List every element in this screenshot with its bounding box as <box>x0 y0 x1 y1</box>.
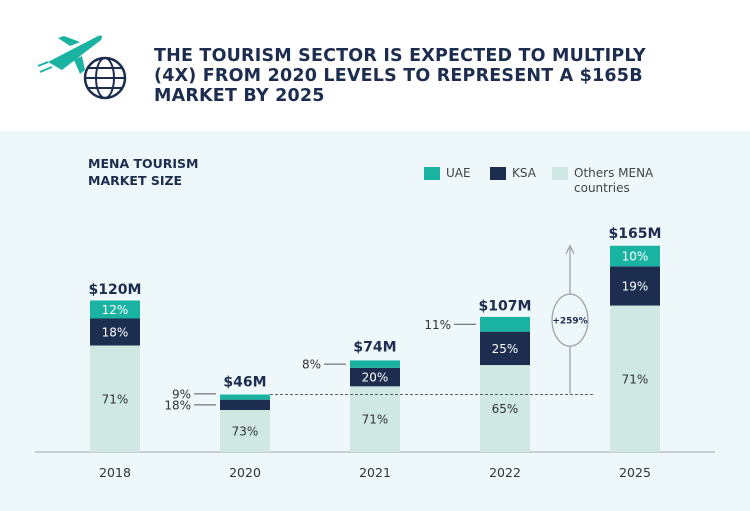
legend-swatch <box>490 167 506 180</box>
x-tick-label: 2022 <box>489 465 521 480</box>
annotation: +259% <box>552 317 587 327</box>
legend-label: KSA <box>512 166 536 180</box>
bar-segment <box>350 367 400 387</box>
data-label: 8% <box>302 358 321 372</box>
bar-segment <box>220 399 270 411</box>
bar-segment <box>220 394 270 400</box>
total-label: $46M <box>223 375 266 391</box>
bar-segment <box>480 365 530 452</box>
x-tick-label: 2018 <box>99 465 131 480</box>
x-tick-label: 2021 <box>359 465 391 480</box>
title: THE TOURISM SECTOR IS EXPECTED TO MULTIP… <box>154 46 646 106</box>
subtitle: MENA TOURISM MARKET SIZE <box>88 156 199 188</box>
bar-segment <box>610 266 660 306</box>
data-label: 18% <box>164 398 191 412</box>
bar-segment <box>610 305 660 452</box>
legend-label: UAE <box>446 166 471 180</box>
bar-segment <box>220 410 270 452</box>
bar-segment <box>90 318 140 346</box>
bar-segment <box>350 360 400 368</box>
data-label: 19% <box>622 279 649 293</box>
data-label: 9% <box>172 387 191 401</box>
data-label: 20% <box>362 371 389 385</box>
x-tick-label: 2025 <box>619 465 651 480</box>
total-label: $107M <box>479 298 532 314</box>
data-label: 71% <box>362 413 389 427</box>
total-label: $74M <box>353 340 396 356</box>
data-label: 11% <box>424 318 451 332</box>
data-label: 73% <box>232 425 259 439</box>
legend-swatch <box>552 167 568 180</box>
legend-label: Others MENA countries <box>574 166 654 195</box>
data-label: 65% <box>492 402 519 416</box>
bar-segment <box>350 386 400 452</box>
annotation-bubble <box>551 293 589 347</box>
bar-segment <box>90 300 140 319</box>
legend-swatch <box>424 167 440 180</box>
total-label: $120M <box>89 282 142 298</box>
data-label: 25% <box>492 342 519 356</box>
x-tick-label: 2020 <box>229 465 261 480</box>
bar-segment <box>480 331 530 366</box>
bar-segment <box>90 345 140 452</box>
data-label: 10% <box>622 250 649 264</box>
bar-segment <box>480 316 530 332</box>
data-label: 18% <box>102 326 129 340</box>
total-label: $165M <box>609 226 662 242</box>
arrow-head <box>565 244 575 255</box>
data-label: 12% <box>102 303 129 317</box>
bar-segment <box>610 245 660 267</box>
data-label: 71% <box>102 392 129 406</box>
icon <box>37 35 127 100</box>
data-label: 71% <box>622 372 649 386</box>
